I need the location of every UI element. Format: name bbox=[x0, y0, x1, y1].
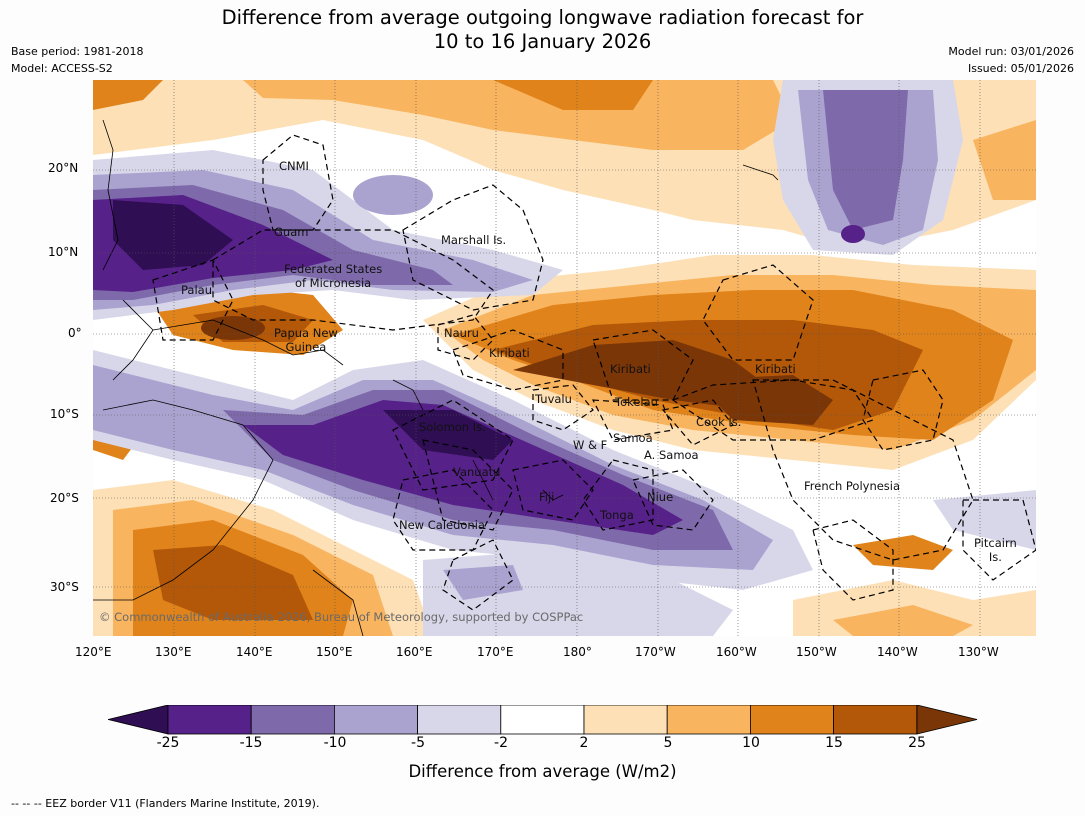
place-new-caledonia: New Caledonia bbox=[399, 518, 485, 532]
lon-label-140w: 140°W bbox=[877, 645, 918, 659]
colorbar-label-4: -2 bbox=[494, 735, 508, 751]
lat-label-20n: 20°N bbox=[48, 161, 79, 175]
place-palau: Palau bbox=[181, 283, 212, 297]
place-pitcairn-line1: Pitcairn bbox=[974, 536, 1017, 550]
place-cnmi: CNMI bbox=[279, 159, 309, 173]
lon-label-150w: 150°W bbox=[796, 645, 837, 659]
colorbar-cell-5 bbox=[583, 705, 668, 735]
issued-date: Issued: 05/01/2026 bbox=[967, 62, 1074, 75]
colorbar-extend-high bbox=[916, 705, 978, 735]
copyright-notice: © Commonwealth of Australia 2026, Bureau… bbox=[99, 610, 584, 624]
colorbar-cell-7 bbox=[750, 705, 835, 735]
place-niue: Niue bbox=[647, 490, 674, 504]
map-panel: CNMI Guam Marshall Is. Federated States … bbox=[93, 80, 1036, 636]
place-american-samoa: A. Samoa bbox=[644, 448, 699, 462]
lat-label-0: 0° bbox=[68, 326, 82, 340]
colorbar-cell-2 bbox=[333, 705, 418, 735]
lon-label-130w: 130°W bbox=[958, 645, 999, 659]
colorbar-label-2: -10 bbox=[323, 735, 347, 751]
place-wallis-futuna: W & F bbox=[573, 438, 608, 452]
title-line-1: Difference from average outgoing longwav… bbox=[221, 6, 864, 29]
colorbar-cell-4 bbox=[500, 705, 585, 735]
place-pitcairn-line2: Is. bbox=[988, 550, 1002, 564]
place-guam: Guam bbox=[274, 225, 309, 239]
chart-title: Difference from average outgoing longwav… bbox=[0, 6, 1085, 54]
place-pitcairn: Pitcairn Is. bbox=[974, 536, 1017, 564]
place-vanuatu: Vanuatu bbox=[453, 465, 501, 479]
base-period: Base period: 1981-2018 bbox=[11, 45, 144, 58]
meta-left: Base period: 1981-2018 Model: ACCESS-S2 bbox=[11, 43, 143, 77]
place-marshall-islands: Marshall Is. bbox=[441, 233, 507, 247]
place-solomon-islands: Solomon Is. bbox=[419, 420, 486, 434]
colorbar-label-1: -15 bbox=[239, 735, 263, 751]
colorbar-cell-1 bbox=[250, 705, 335, 735]
colorbar-title: Difference from average (W/m2) bbox=[408, 762, 677, 781]
colorbar-cell-0 bbox=[167, 705, 252, 735]
colorbar-cell-8 bbox=[833, 705, 918, 735]
lon-label-130e: 130°E bbox=[155, 645, 192, 659]
colorbar-label-3: -5 bbox=[411, 735, 425, 751]
place-tuvalu: Tuvalu bbox=[535, 392, 572, 406]
colorbar-cell-3 bbox=[417, 705, 502, 735]
place-png-line1: Papua New bbox=[274, 326, 338, 340]
lon-label-150e: 150°E bbox=[316, 645, 353, 659]
place-fsm-line2: of Micronesia bbox=[294, 276, 372, 290]
colorbar-extend-low bbox=[108, 705, 169, 735]
place-french-polynesia: French Polynesia bbox=[804, 479, 901, 493]
colorbar-label-7: 10 bbox=[742, 735, 760, 751]
lon-label-170w: 170°W bbox=[635, 645, 676, 659]
lat-label-10n: 10°N bbox=[48, 245, 79, 259]
place-nauru: Nauru bbox=[444, 326, 479, 340]
place-kiribati-central: Kiribati bbox=[610, 362, 651, 376]
lon-label-160e: 160°E bbox=[396, 645, 433, 659]
lon-label-140e: 140°E bbox=[236, 645, 273, 659]
place-png: Papua New Guinea bbox=[274, 326, 338, 354]
lon-label-160w: 160°W bbox=[716, 645, 757, 659]
meta-right: Model run: 03/01/2026 Issued: 05/01/2026 bbox=[948, 43, 1074, 77]
place-kiribati-east: Kiribati bbox=[755, 362, 796, 376]
place-tonga: Tonga bbox=[600, 508, 634, 522]
lat-label-30s: 30°S bbox=[50, 580, 79, 594]
colorbar-label-8: 15 bbox=[825, 735, 843, 751]
lon-label-170e: 170°E bbox=[477, 645, 514, 659]
place-kiribati-west: Kiribati bbox=[489, 346, 530, 360]
place-fsm-line1: Federated States bbox=[284, 262, 383, 276]
colorbar bbox=[108, 705, 978, 735]
place-png-line2: Guinea bbox=[285, 340, 327, 354]
lon-label-180: 180° bbox=[563, 645, 592, 659]
place-fsm: Federated States of Micronesia bbox=[284, 262, 382, 290]
eez-footnote: -- -- -- EEZ border V11 (Flanders Marine… bbox=[11, 797, 320, 810]
colorbar-cell-6 bbox=[666, 705, 751, 735]
place-tokelau: Tokelau bbox=[615, 395, 658, 409]
colorbar-label-0: -25 bbox=[156, 735, 180, 751]
place-fiji: Fiji bbox=[539, 490, 555, 504]
olr-anomaly-map bbox=[93, 80, 1036, 636]
place-samoa: Samoa bbox=[613, 431, 653, 445]
colorbar-label-9: 25 bbox=[908, 735, 926, 751]
model-name: Model: ACCESS-S2 bbox=[11, 62, 113, 75]
lat-label-20s: 20°S bbox=[50, 491, 79, 505]
model-run: Model run: 03/01/2026 bbox=[948, 45, 1074, 58]
place-cook-islands: Cook Is. bbox=[696, 415, 742, 429]
colorbar-label-6: 5 bbox=[663, 735, 673, 751]
lat-label-10s: 10°S bbox=[50, 407, 79, 421]
colorbar-label-5: 2 bbox=[579, 735, 589, 751]
lon-label-120e: 120°E bbox=[75, 645, 112, 659]
title-line-2: 10 to 16 January 2026 bbox=[433, 30, 652, 53]
